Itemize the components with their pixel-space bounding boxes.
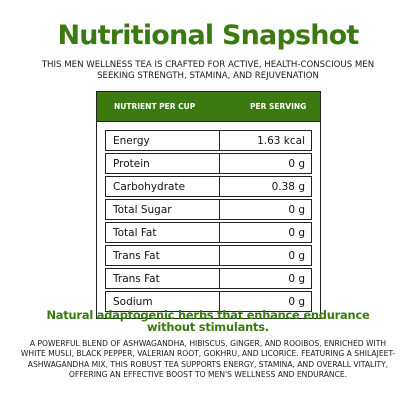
nutrient-value: 0.38 g <box>271 180 305 193</box>
nutrient-value: 0 g <box>288 226 305 239</box>
table-row: Carbohydrate 0.38 g <box>105 176 312 197</box>
table-body: Energy 1.63 kcal Protein 0 g Carbohydrat… <box>97 122 320 318</box>
nutrient-name: Sodium <box>106 292 220 311</box>
nutrient-name: Trans Fat <box>106 269 220 288</box>
tagline: Natural adaptogenic herbs that enhance e… <box>46 308 370 334</box>
table-row: Total Sugar 0 g <box>105 199 312 220</box>
nutrient-name: Total Sugar <box>106 200 220 219</box>
table-header: NUTRIENT PER CUP PER SERVING <box>97 92 320 122</box>
nutrient-name: Carbohydrate <box>106 177 220 196</box>
nutrient-value: 0 g <box>288 295 305 308</box>
column-header-nutrient: NUTRIENT PER CUP <box>114 102 196 111</box>
nutrient-value: 0 g <box>288 249 305 262</box>
nutrient-name: Trans Fat <box>106 246 220 265</box>
nutrient-value: 1.63 kcal <box>257 134 305 147</box>
column-header-serving: PER SERVING <box>250 102 307 111</box>
page-subtitle: THIS MEN WELLNESS TEA IS CRAFTED FOR ACT… <box>41 60 375 81</box>
nutrient-name: Energy <box>106 131 220 150</box>
nutrient-value: 0 g <box>288 203 305 216</box>
nutrient-value: 0 g <box>288 272 305 285</box>
nutrition-table: NUTRIENT PER CUP PER SERVING Energy 1.63… <box>96 91 321 319</box>
table-row: Energy 1.63 kcal <box>105 130 312 151</box>
nutrient-name: Total Fat <box>106 223 220 242</box>
table-row: Trans Fat 0 g <box>105 245 312 266</box>
table-row: Protein 0 g <box>105 153 312 174</box>
table-row: Trans Fat 0 g <box>105 268 312 289</box>
page-title: Nutritional Snapshot <box>57 20 359 51</box>
product-description: A POWERFUL BLEND OF ASHWAGANDHA, HIBISCU… <box>20 339 396 380</box>
table-row: Sodium 0 g <box>105 291 312 312</box>
nutrient-name: Protein <box>106 154 220 173</box>
table-row: Total Fat 0 g <box>105 222 312 243</box>
nutrient-value: 0 g <box>288 157 305 170</box>
